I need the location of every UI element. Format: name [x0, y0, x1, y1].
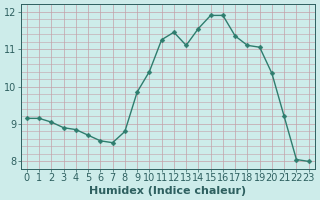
X-axis label: Humidex (Indice chaleur): Humidex (Indice chaleur): [89, 186, 246, 196]
